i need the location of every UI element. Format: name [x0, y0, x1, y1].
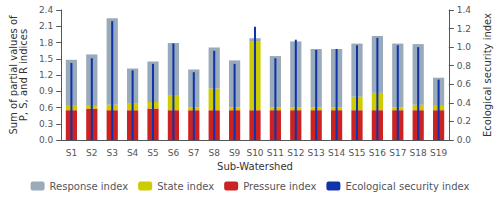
svg-text:S13: S13 — [308, 148, 325, 158]
svg-text:S6: S6 — [168, 148, 180, 158]
svg-text:1.8: 1.8 — [39, 38, 54, 48]
svg-text:S3: S3 — [106, 148, 117, 158]
svg-text:0.9: 0.9 — [39, 86, 54, 96]
svg-text:0.4: 0.4 — [457, 98, 472, 108]
svg-text:0.0: 0.0 — [457, 135, 472, 145]
svg-text:2.4: 2.4 — [39, 5, 54, 15]
svg-text:1.2: 1.2 — [457, 24, 471, 34]
svg-text:S2: S2 — [86, 148, 97, 158]
svg-text:1.2: 1.2 — [39, 70, 53, 80]
svg-text:Ecological security index: Ecological security index — [482, 13, 493, 137]
svg-text:S1: S1 — [66, 148, 77, 158]
svg-text:S16: S16 — [369, 148, 386, 158]
svg-text:0.6: 0.6 — [457, 79, 472, 89]
svg-text:S8: S8 — [208, 148, 220, 158]
svg-text:0.6: 0.6 — [39, 103, 54, 113]
svg-text:0.2: 0.2 — [457, 116, 471, 126]
svg-text:S19: S19 — [430, 148, 447, 158]
svg-text:1.0: 1.0 — [457, 42, 472, 52]
svg-text:1.5: 1.5 — [39, 54, 53, 64]
svg-text:Pressure index: Pressure index — [243, 181, 316, 192]
svg-text:0.8: 0.8 — [457, 61, 472, 71]
svg-text:1.4: 1.4 — [457, 5, 472, 15]
svg-text:P, S, and R indices: P, S, and R indices — [18, 29, 29, 121]
svg-text:S17: S17 — [389, 148, 406, 158]
svg-text:S10: S10 — [246, 148, 263, 158]
svg-text:0.0: 0.0 — [39, 135, 54, 145]
svg-text:Ecological security index: Ecological security index — [345, 181, 469, 192]
svg-text:0.3: 0.3 — [39, 119, 53, 129]
svg-text:S18: S18 — [410, 148, 427, 158]
svg-text:S9: S9 — [229, 148, 241, 158]
svg-text:2.1: 2.1 — [39, 21, 53, 31]
svg-text:S4: S4 — [127, 148, 139, 158]
svg-text:Sum of partial values of: Sum of partial values of — [7, 15, 19, 135]
svg-text:S11: S11 — [267, 148, 284, 158]
svg-text:Sub-Watershed: Sub-Watershed — [217, 161, 293, 172]
svg-text:S15: S15 — [348, 148, 365, 158]
svg-text:S5: S5 — [147, 148, 158, 158]
svg-text:S14: S14 — [328, 148, 345, 158]
svg-text:S12: S12 — [287, 148, 304, 158]
svg-text:Response index: Response index — [50, 181, 129, 192]
svg-text:State index: State index — [157, 181, 214, 192]
svg-text:S7: S7 — [188, 148, 199, 158]
